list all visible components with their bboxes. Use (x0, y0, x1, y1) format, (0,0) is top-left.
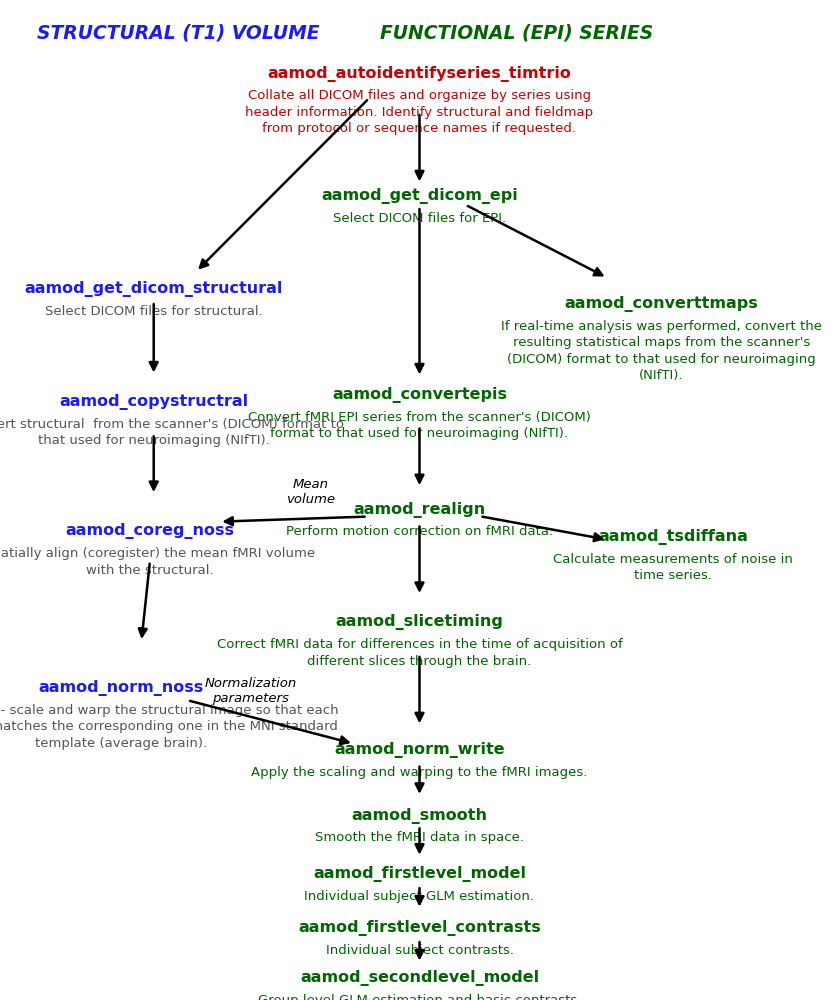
Text: Normalization - scale and warp the structural image so that each
brain region ma: Normalization - scale and warp the struc… (0, 704, 339, 750)
Text: aamod_secondlevel_model: aamod_secondlevel_model (300, 970, 539, 986)
Text: aamod_tsdiffana: aamod_tsdiffana (598, 529, 748, 545)
Text: aamod_realign: aamod_realign (353, 502, 486, 518)
Text: Smooth the fMRI data in space.: Smooth the fMRI data in space. (315, 831, 524, 844)
Text: aamod_firstlevel_model: aamod_firstlevel_model (313, 866, 526, 882)
Text: aamod_autoidentifyseries_timtrio: aamod_autoidentifyseries_timtrio (268, 66, 571, 82)
Text: aamod_converttmaps: aamod_converttmaps (565, 296, 758, 312)
Text: Select DICOM files for structural.: Select DICOM files for structural. (44, 305, 263, 318)
Text: aamod_norm_write: aamod_norm_write (334, 742, 505, 758)
Text: Convert structural  from the scanner's (DICOM) format to
that used for neuroimag: Convert structural from the scanner's (D… (0, 418, 344, 447)
Text: aamod_get_dicom_structural: aamod_get_dicom_structural (24, 281, 283, 297)
Text: Normalization
parameters: Normalization parameters (204, 677, 296, 705)
Text: Mean
volume: Mean volume (286, 478, 336, 506)
Text: Group level GLM estimation and basic contrasts.: Group level GLM estimation and basic con… (258, 994, 581, 1000)
Text: Spatially align (coregister) the mean fMRI volume
with the structural.: Spatially align (coregister) the mean fM… (0, 547, 315, 577)
Text: aamod_get_dicom_epi: aamod_get_dicom_epi (321, 188, 518, 204)
Text: aamod_copystructral: aamod_copystructral (59, 394, 248, 410)
Text: Collate all DICOM files and organize by series using
header information. Identif: Collate all DICOM files and organize by … (246, 89, 593, 135)
Text: aamod_firstlevel_contrasts: aamod_firstlevel_contrasts (298, 920, 541, 936)
Text: aamod_norm_noss: aamod_norm_noss (39, 680, 204, 696)
Text: If real-time analysis was performed, convert the
resulting statistical maps from: If real-time analysis was performed, con… (501, 320, 821, 382)
Text: Convert fMRI EPI series from the scanner's (DICOM)
format to that used for neuro: Convert fMRI EPI series from the scanner… (248, 411, 591, 440)
Text: Correct fMRI data for differences in the time of acquisition of
different slices: Correct fMRI data for differences in the… (216, 638, 623, 668)
Text: STRUCTURAL (T1) VOLUME: STRUCTURAL (T1) VOLUME (37, 23, 319, 42)
Text: aamod_convertepis: aamod_convertepis (332, 387, 507, 403)
Text: aamod_slicetiming: aamod_slicetiming (336, 614, 503, 631)
Text: Calculate measurements of noise in
time series.: Calculate measurements of noise in time … (553, 553, 793, 582)
Text: aamod_smooth: aamod_smooth (352, 808, 487, 824)
Text: aamod_coreg_noss: aamod_coreg_noss (65, 523, 234, 539)
Text: FUNCTIONAL (EPI) SERIES: FUNCTIONAL (EPI) SERIES (379, 23, 653, 42)
Text: Individual subject GLM estimation.: Individual subject GLM estimation. (305, 890, 534, 903)
Text: Select DICOM files for EPI.: Select DICOM files for EPI. (333, 212, 506, 225)
Text: Perform motion correction on fMRI data.: Perform motion correction on fMRI data. (286, 525, 553, 538)
Text: Individual subject contrasts.: Individual subject contrasts. (326, 944, 513, 957)
Text: Apply the scaling and warping to the fMRI images.: Apply the scaling and warping to the fMR… (252, 766, 587, 779)
